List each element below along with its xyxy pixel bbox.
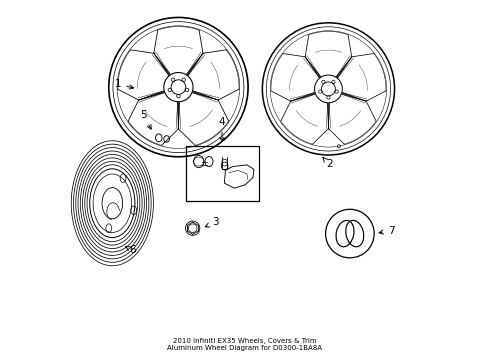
Text: 3: 3 bbox=[205, 217, 219, 228]
Text: 4: 4 bbox=[218, 117, 224, 141]
Text: 5: 5 bbox=[140, 110, 151, 129]
Text: 2: 2 bbox=[322, 157, 332, 170]
Text: 6: 6 bbox=[125, 245, 135, 255]
Text: 7: 7 bbox=[378, 226, 393, 235]
Bar bbox=[185, 146, 258, 202]
Text: 2010 Infiniti EX35 Wheels, Covers & Trim
Aluminum Wheel Diagram for D0300-1BA8A: 2010 Infiniti EX35 Wheels, Covers & Trim… bbox=[167, 338, 321, 351]
Text: 1: 1 bbox=[114, 79, 133, 89]
